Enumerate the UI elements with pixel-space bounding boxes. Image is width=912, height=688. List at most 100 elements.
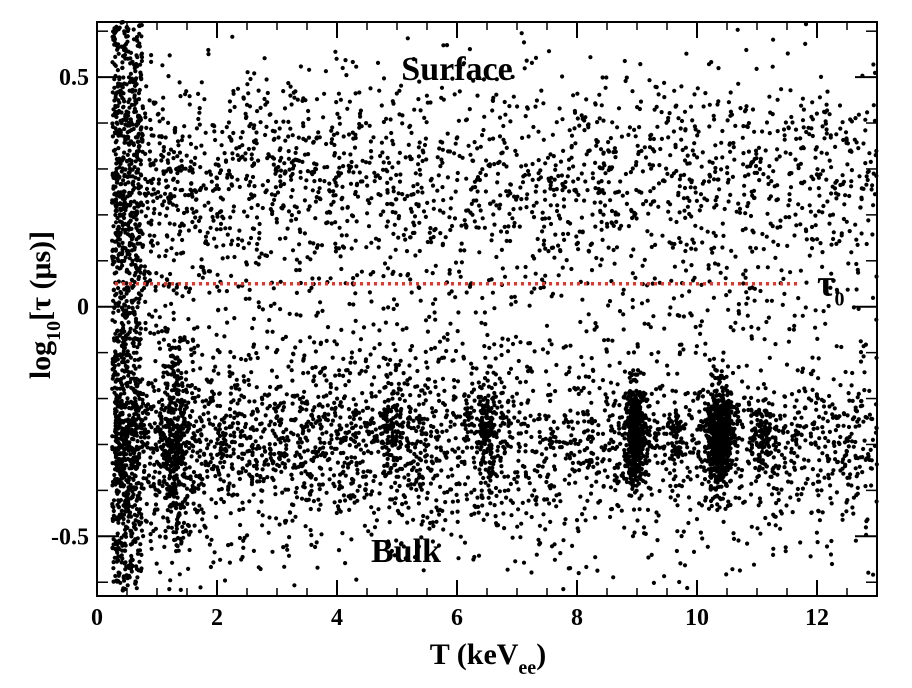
- data-point: [553, 167, 558, 172]
- data-point: [680, 147, 685, 153]
- data-point: [356, 430, 361, 435]
- data-point: [428, 423, 434, 429]
- data-point: [272, 431, 277, 436]
- data-point: [127, 457, 132, 462]
- data-point: [761, 172, 766, 177]
- data-point: [648, 136, 653, 142]
- data-point: [541, 242, 546, 247]
- data-point: [668, 153, 673, 158]
- data-point: [307, 288, 312, 293]
- data-point: [206, 200, 211, 205]
- data-point: [121, 91, 126, 96]
- data-point: [736, 364, 741, 370]
- data-point: [774, 198, 779, 203]
- data-point: [745, 204, 750, 209]
- data-point: [255, 479, 260, 484]
- data-point: [558, 216, 563, 221]
- data-point: [831, 278, 836, 283]
- data-point: [551, 187, 556, 192]
- data-point: [171, 150, 177, 155]
- data-point: [539, 452, 545, 457]
- data-point: [390, 165, 395, 170]
- data-point: [336, 246, 341, 251]
- data-point: [413, 445, 418, 450]
- data-point: [681, 347, 686, 352]
- data-point: [354, 64, 359, 69]
- data-point: [206, 442, 211, 447]
- data-point: [547, 216, 552, 221]
- data-point: [231, 447, 236, 452]
- data-point: [354, 183, 359, 188]
- data-point: [595, 120, 600, 125]
- data-point: [364, 405, 369, 411]
- data-point: [271, 156, 277, 161]
- data-point: [316, 414, 321, 420]
- data-point: [690, 148, 695, 153]
- data-point: [409, 426, 414, 431]
- data-point: [229, 182, 234, 187]
- data-point: [480, 403, 485, 408]
- data-point: [252, 193, 257, 198]
- data-point: [809, 246, 815, 251]
- data-point: [683, 268, 689, 273]
- data-point: [687, 211, 692, 217]
- data-point: [135, 139, 140, 144]
- data-point: [585, 409, 590, 414]
- data-point: [408, 416, 413, 421]
- data-point: [385, 266, 391, 271]
- data-point: [229, 242, 234, 247]
- data-point: [820, 250, 825, 255]
- data-point: [190, 219, 195, 225]
- data-point: [235, 426, 240, 431]
- data-point: [737, 436, 742, 441]
- data-point: [423, 398, 428, 403]
- data-point: [202, 97, 207, 102]
- data-point: [699, 226, 704, 231]
- data-point: [260, 183, 265, 188]
- data-point: [206, 401, 211, 407]
- data-point: [853, 222, 858, 227]
- data-point: [841, 179, 847, 184]
- data-point: [471, 198, 476, 203]
- data-point: [433, 263, 438, 268]
- data-point: [197, 529, 202, 534]
- data-point: [274, 220, 279, 225]
- data-point: [738, 106, 743, 111]
- data-point: [831, 236, 836, 242]
- data-point: [650, 163, 656, 168]
- data-point: [297, 444, 302, 449]
- data-point: [436, 392, 441, 397]
- data-point: [418, 467, 423, 472]
- data-point: [125, 349, 130, 354]
- data-point: [788, 88, 793, 93]
- data-point: [515, 474, 520, 479]
- data-point: [742, 395, 747, 400]
- data-point: [508, 498, 513, 503]
- data-point: [523, 379, 529, 384]
- data-point: [132, 199, 137, 204]
- data-point: [358, 416, 363, 421]
- data-point: [776, 491, 781, 496]
- data-point: [824, 131, 829, 136]
- data-point: [365, 183, 370, 188]
- data-point: [583, 374, 588, 379]
- data-point: [697, 501, 702, 506]
- data-point: [120, 240, 125, 245]
- data-point: [845, 162, 850, 167]
- data-point: [862, 438, 867, 443]
- data-point: [232, 440, 237, 445]
- data-point: [417, 413, 422, 418]
- data-point: [799, 415, 804, 420]
- data-point: [659, 110, 664, 115]
- data-point: [286, 149, 291, 154]
- data-point: [434, 428, 439, 433]
- data-point: [309, 533, 314, 538]
- data-point: [823, 410, 828, 415]
- data-point: [302, 389, 307, 394]
- data-point: [333, 241, 338, 246]
- data-point: [280, 435, 285, 441]
- data-point: [548, 398, 553, 404]
- data-point: [117, 156, 122, 161]
- data-point: [821, 404, 827, 409]
- data-point: [518, 185, 523, 190]
